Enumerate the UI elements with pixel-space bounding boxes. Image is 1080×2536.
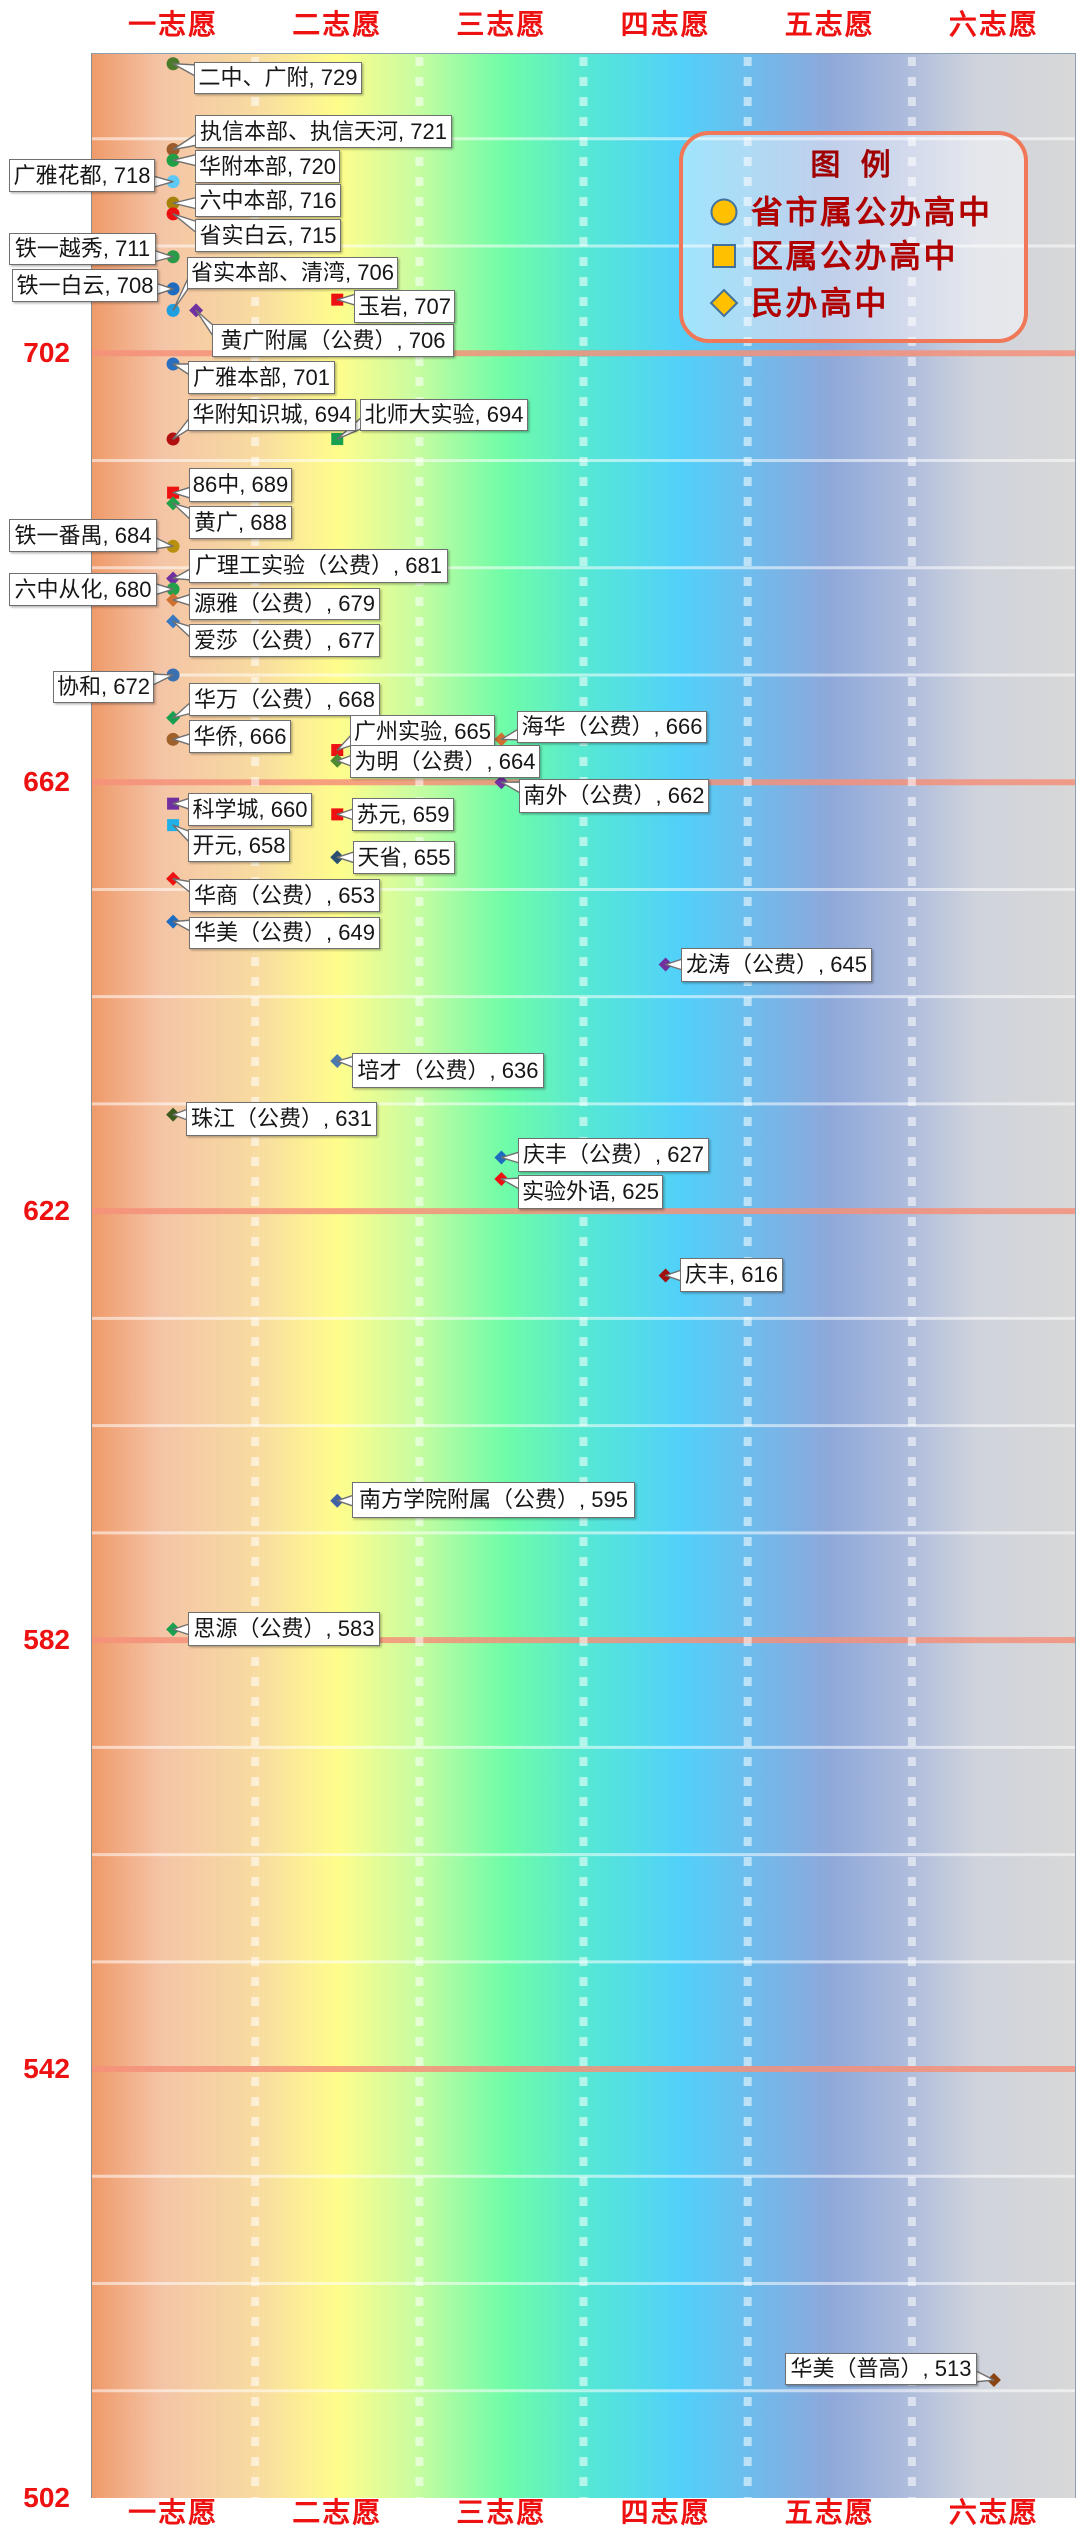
data-label: 铁一越秀, 711 [9,233,156,265]
data-label: 华万（公费）, 668 [189,683,380,716]
legend-title: 图 例 [810,149,897,182]
data-label: 华美（公费）, 649 [189,917,380,949]
legend-item-label: 民办高中 [751,285,890,321]
data-label: 南外（公费）, 662 [519,779,709,813]
data-label: 南方学院附属（公费）, 595 [352,1482,635,1518]
data-label: 六中本部, 716 [195,184,341,217]
data-label: 实验外语, 625 [518,1175,663,1209]
data-label: 思源（公费）, 583 [188,1612,380,1646]
data-label: 北师大实验, 694 [360,399,528,431]
data-label: 华美（普高）, 513 [785,2353,977,2385]
data-label: 海华（公费）, 666 [517,711,707,743]
data-label: 铁一白云, 708 [12,269,158,302]
data-label: 苏元, 659 [352,798,454,831]
data-label: 华侨, 666 [189,720,291,753]
data-label: 广州实验, 665 [350,715,495,748]
data-label: 广雅花都, 718 [9,159,155,192]
legend-item-label: 省市属公办高中 [751,194,993,230]
data-label: 培才（公费）, 636 [352,1053,544,1088]
legend-item-district-public: 区属公办高中 [709,236,958,276]
data-label: 铁一番禺, 684 [9,519,157,552]
data-label: 86中, 689 [189,468,292,502]
data-label: 玉岩, 707 [354,290,455,323]
data-label: 开元, 658 [188,829,290,862]
data-label: 省实本部、清湾, 706 [187,257,398,289]
data-label: 天省, 655 [353,841,455,874]
data-label: 龙涛（公费）, 645 [681,948,872,982]
data-label: 珠江（公费）, 631 [186,1102,377,1136]
data-label: 庆丰（公费）, 627 [518,1138,709,1172]
data-label: 华附本部, 720 [195,150,340,183]
data-label: 爱莎（公费）, 677 [189,624,380,657]
data-label: 协和, 672 [53,671,154,703]
data-label: 为明（公费）, 664 [350,745,540,778]
circle-marker-icon [710,198,738,226]
data-label: 广雅本部, 701 [188,361,335,394]
data-label: 六中从化, 680 [9,573,157,606]
legend-item-label: 区属公办高中 [751,238,959,274]
data-label: 黄广附属（公费）, 706 [212,324,454,357]
data-label: 执信本部、执信天河, 721 [195,115,452,148]
data-label: 源雅（公费）, 679 [189,588,380,620]
legend-item-private: 民办高中 [709,283,889,323]
data-label: 华附知识城, 694 [188,399,356,431]
data-label: 科学城, 660 [188,793,312,826]
data-label: 广理工实验（公费）, 681 [189,549,448,583]
legend-item-provincial-city-public: 省市属公办高中 [709,192,993,232]
data-label: 黄广, 688 [189,506,292,539]
legend: 图 例 省市属公办高中 区属公办高中 民办高中 [679,131,1028,343]
data-label: 省实白云, 715 [195,219,341,252]
data-label: 华商（公费）, 653 [189,879,380,912]
diamond-marker-icon [709,288,739,318]
data-label: 二中、广附, 729 [194,62,362,94]
data-label: 庆丰, 616 [680,1258,783,1292]
